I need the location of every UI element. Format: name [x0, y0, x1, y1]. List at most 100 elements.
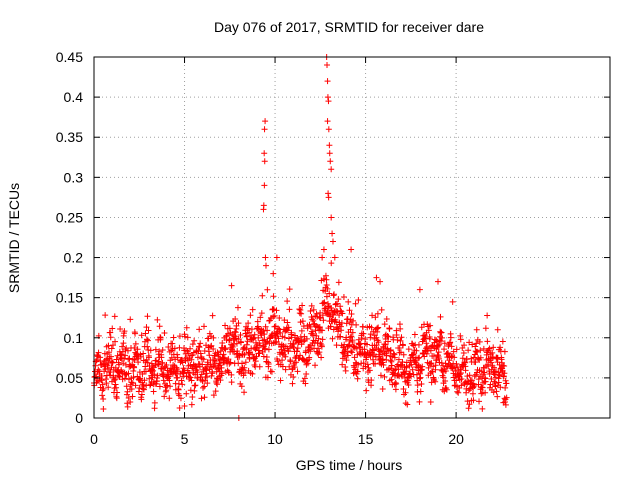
- data-point: [208, 372, 215, 379]
- data-point: [219, 370, 226, 377]
- data-point: [442, 368, 449, 375]
- data-point: [323, 276, 330, 283]
- data-point: [257, 342, 264, 349]
- data-point: [232, 329, 239, 336]
- data-point: [327, 323, 334, 330]
- data-point: [111, 313, 118, 320]
- data-point: [453, 360, 460, 367]
- data-point: [145, 327, 152, 334]
- data-point: [497, 344, 504, 351]
- data-point: [370, 356, 377, 363]
- data-point: [260, 206, 267, 213]
- data-point: [409, 366, 416, 373]
- data-point: [262, 323, 269, 330]
- data-point: [243, 341, 250, 348]
- data-point: [321, 299, 328, 306]
- data-point: [174, 374, 181, 381]
- data-point: [111, 377, 118, 384]
- data-point: [385, 333, 392, 340]
- data-point: [402, 400, 409, 407]
- x-tick-label: 5: [181, 431, 189, 447]
- data-point: [348, 348, 355, 355]
- data-point: [375, 339, 382, 346]
- data-point: [176, 333, 183, 340]
- data-point: [274, 331, 281, 338]
- data-point: [497, 384, 504, 391]
- data-point: [441, 340, 448, 347]
- data-point: [197, 350, 204, 357]
- data-point: [159, 347, 166, 354]
- data-point: [421, 353, 428, 360]
- data-point: [277, 351, 284, 358]
- data-point: [342, 367, 349, 374]
- data-point: [471, 373, 478, 380]
- data-point: [217, 362, 224, 369]
- data-point: [498, 359, 505, 366]
- data-point: [359, 323, 366, 330]
- data-point: [210, 392, 217, 399]
- data-point: [189, 341, 196, 348]
- data-point: [476, 398, 483, 405]
- data-point: [163, 362, 170, 369]
- data-point: [464, 378, 471, 385]
- data-point: [350, 317, 357, 324]
- data-point: [108, 345, 115, 352]
- data-point: [303, 370, 310, 377]
- data-point: [325, 190, 332, 197]
- data-point: [501, 348, 508, 355]
- data-point: [177, 395, 184, 402]
- data-point: [294, 345, 301, 352]
- data-point: [435, 355, 442, 362]
- data-point: [267, 368, 274, 375]
- data-point: [475, 355, 482, 362]
- data-point: [200, 356, 207, 363]
- data-point: [492, 383, 499, 390]
- data-point: [166, 395, 173, 402]
- data-point: [448, 343, 455, 350]
- data-point: [490, 389, 497, 396]
- data-point: [341, 353, 348, 360]
- data-point: [147, 347, 154, 354]
- data-point: [188, 356, 195, 363]
- data-point: [379, 356, 386, 363]
- data-point: [345, 298, 352, 305]
- data-point: [333, 342, 340, 349]
- data-point: [315, 335, 322, 342]
- data-point: [173, 364, 180, 371]
- data-point: [319, 336, 326, 343]
- data-point: [211, 360, 218, 367]
- data-point: [110, 342, 117, 349]
- data-point: [416, 370, 423, 377]
- data-point: [263, 353, 270, 360]
- data-point: [479, 384, 486, 391]
- data-point: [104, 365, 111, 372]
- data-point: [231, 328, 238, 335]
- data-point: [139, 385, 146, 392]
- data-point: [383, 315, 390, 322]
- data-point: [167, 365, 174, 372]
- data-point: [317, 340, 324, 347]
- data-point: [245, 320, 252, 327]
- data-point: [132, 340, 139, 347]
- data-point: [130, 368, 137, 374]
- data-point: [373, 274, 380, 281]
- data-point: [470, 397, 477, 404]
- data-point: [201, 383, 208, 390]
- data-point: [299, 318, 306, 325]
- data-point: [404, 401, 411, 408]
- data-point: [284, 298, 291, 305]
- data-point: [183, 324, 190, 331]
- data-point: [349, 337, 356, 344]
- data-point: [301, 375, 308, 382]
- x-tick-label: 15: [358, 431, 374, 447]
- data-point: [296, 306, 303, 313]
- data-point: [191, 337, 198, 344]
- data-point: [336, 312, 343, 319]
- data-point: [484, 338, 491, 345]
- data-point: [476, 338, 483, 345]
- data-point: [381, 341, 388, 348]
- data-point: [279, 333, 286, 340]
- data-point: [415, 341, 422, 348]
- data-point: [95, 366, 102, 373]
- data-point: [416, 398, 423, 405]
